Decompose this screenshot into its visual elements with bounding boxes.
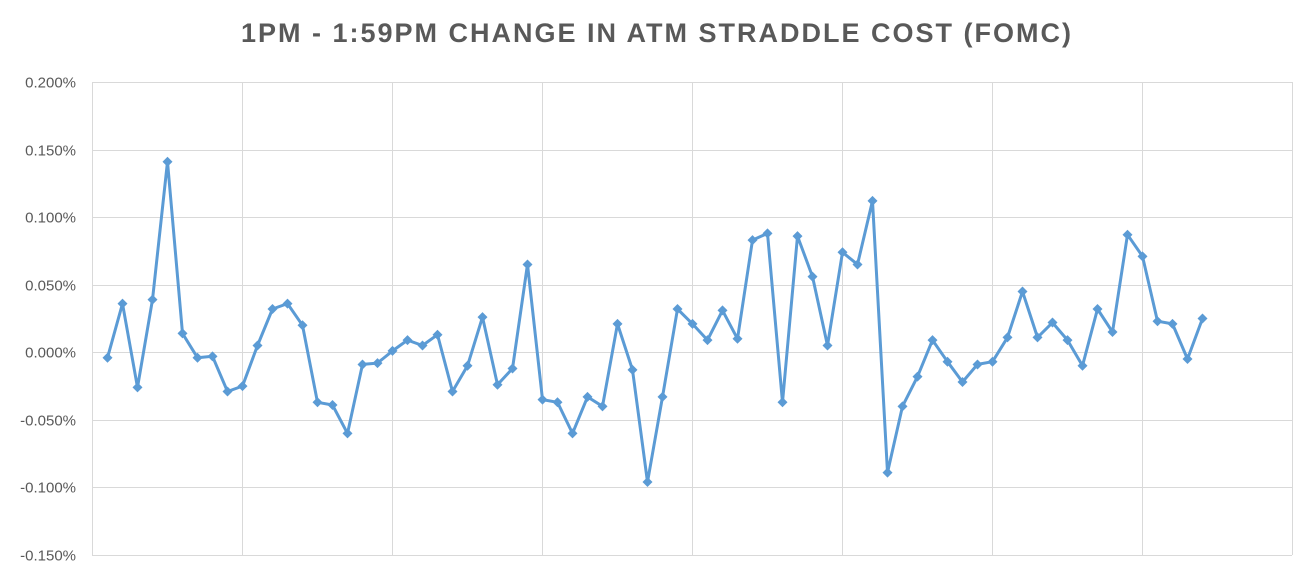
data-point-marker (957, 377, 968, 388)
data-point-marker (567, 428, 578, 439)
data-point-marker (312, 397, 323, 408)
data-point-marker (1077, 360, 1088, 371)
data-point-marker (702, 335, 713, 346)
data-point-marker (642, 477, 653, 488)
data-point-marker (162, 156, 173, 167)
data-point-marker (672, 304, 683, 315)
data-point-marker (1062, 335, 1073, 346)
data-point-marker (732, 333, 743, 344)
data-point-marker (747, 235, 758, 246)
data-point-marker (852, 259, 863, 270)
data-point-marker (927, 335, 938, 346)
data-point-marker (762, 228, 773, 239)
data-point-marker (837, 247, 848, 258)
data-point-marker (1197, 313, 1208, 324)
data-point-marker (207, 351, 218, 362)
data-point-marker (522, 259, 533, 270)
data-point-marker (537, 394, 548, 405)
data-point-marker (147, 294, 158, 305)
data-point-marker (552, 397, 563, 408)
y-tick-label: 0.000% (25, 345, 76, 362)
data-point-marker (297, 320, 308, 331)
series-line (106, 160, 1204, 484)
data-point-marker (477, 312, 488, 323)
data-point-marker (807, 271, 818, 282)
data-point-marker (462, 360, 473, 371)
data-point-marker (972, 359, 983, 370)
data-point-marker (267, 304, 278, 315)
data-point-marker (507, 363, 518, 374)
data-point-marker (327, 399, 338, 410)
data-point-marker (1017, 286, 1028, 297)
data-point-marker (612, 318, 623, 329)
data-point-marker (222, 386, 233, 397)
data-point-marker (177, 328, 188, 339)
chart-title: 1PM - 1:59PM CHANGE IN ATM STRADDLE COST… (240, 18, 1073, 48)
data-point-marker (192, 352, 203, 363)
data-point-marker (1092, 304, 1103, 315)
data-point-marker (1182, 354, 1193, 365)
data-point-marker (357, 359, 368, 370)
data-point-marker (417, 340, 428, 351)
data-point-marker (1107, 327, 1118, 338)
y-tick-label: -0.100% (20, 480, 76, 497)
y-tick-label: 0.100% (25, 210, 76, 227)
data-point-marker (252, 340, 263, 351)
data-point-marker (717, 305, 728, 316)
data-point-marker (687, 318, 698, 329)
data-point-marker (867, 195, 878, 206)
data-point-marker (1152, 316, 1163, 327)
data-point-marker (897, 401, 908, 412)
data-point-marker (372, 358, 383, 369)
data-point-marker (582, 391, 593, 402)
data-point-marker (237, 381, 248, 392)
data-point-marker (447, 386, 458, 397)
data-point-marker (942, 356, 953, 367)
data-point-marker (597, 401, 608, 412)
data-point-marker (402, 335, 413, 346)
y-tick-label: 0.050% (25, 278, 76, 295)
data-point-marker (792, 231, 803, 242)
data-point-marker (882, 467, 893, 478)
data-point-marker (822, 340, 833, 351)
data-point-marker (387, 345, 398, 356)
data-point-marker (657, 391, 668, 402)
data-point-marker (282, 298, 293, 309)
data-point-marker (102, 352, 113, 363)
data-point-marker (1032, 332, 1043, 343)
data-point-marker (117, 298, 128, 309)
data-point-marker (1122, 229, 1133, 240)
data-point-marker (432, 329, 443, 340)
data-point-marker (1137, 251, 1148, 262)
y-tick-label: 0.200% (25, 75, 76, 92)
y-tick-label: -0.150% (20, 548, 76, 565)
data-point-marker (132, 382, 143, 393)
data-point-marker (492, 379, 503, 390)
data-point-marker (987, 356, 998, 367)
data-point-marker (1047, 317, 1058, 328)
data-point-marker (342, 428, 353, 439)
data-point-marker (1167, 318, 1178, 329)
data-point-marker (1002, 332, 1013, 343)
data-point-marker (777, 397, 788, 408)
y-tick-label: 0.150% (25, 143, 76, 160)
y-tick-label: -0.050% (20, 413, 76, 430)
data-point-marker (627, 364, 638, 375)
data-point-marker (912, 371, 923, 382)
